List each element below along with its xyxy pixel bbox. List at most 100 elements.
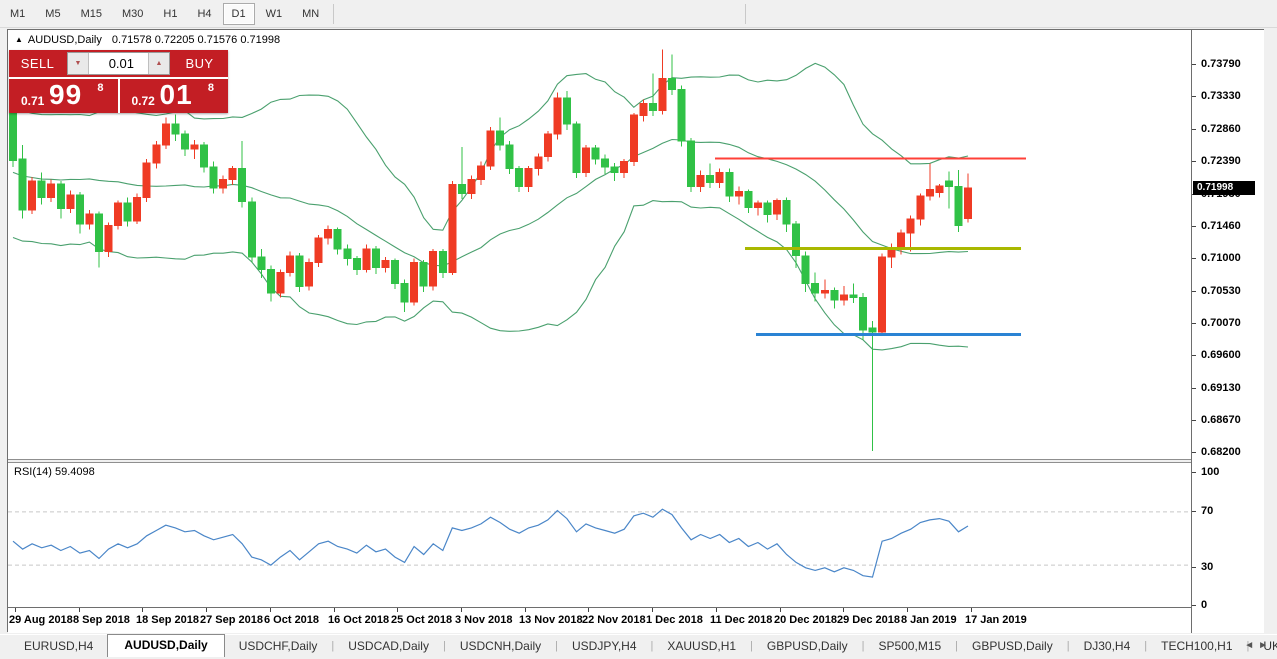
price-axis-label: 0.68200	[1201, 446, 1241, 458]
sell-button[interactable]: SELL	[20, 56, 55, 71]
price-axis-tick	[1192, 64, 1196, 65]
volume-spinner: ▼ 0.01 ▲	[67, 52, 170, 75]
current-price-tag: 0.71998	[1193, 181, 1255, 195]
buy-price-big: 01	[159, 79, 193, 110]
price-axis-tick	[1192, 355, 1196, 356]
buy-price-prefix: 0.72	[131, 94, 155, 108]
timeframe-button-m30[interactable]: M30	[121, 7, 144, 20]
toolbar-separator	[745, 4, 746, 24]
chart-tab-usdcnh-daily[interactable]: USDCNH,Daily	[459, 639, 542, 653]
rsi-plot[interactable]	[8, 463, 1191, 607]
volume-increase-icon[interactable]: ▲	[148, 53, 169, 74]
time-axis[interactable]: 29 Aug 2018 8 Sep 2018 18 Sep 2018 27 Sep 2…	[8, 607, 1191, 633]
time-axis-label: 29 Dec 2018	[837, 614, 900, 626]
sell-price-big: 99	[49, 79, 83, 110]
time-axis-tick	[15, 608, 16, 612]
price-axis-tick	[1192, 291, 1196, 292]
price-axis-tick	[1192, 161, 1196, 162]
chart-tab-usdchf-daily[interactable]: USDCHF,Daily	[238, 639, 318, 653]
price-axis-label: 0.72860	[1201, 123, 1241, 135]
timeframe-toolbar: M1 M5 M15 M30 H1 H4 D1 W1 MN	[0, 0, 1277, 28]
chart-tab-usdjpy-h4[interactable]: USDJPY,H4	[572, 639, 637, 653]
timeframe-button-w1[interactable]: W1	[265, 7, 283, 20]
time-axis-tick	[652, 608, 653, 612]
time-axis-tick	[716, 608, 717, 612]
toolbar-separator	[333, 3, 335, 24]
timeframe-button-mn[interactable]: MN	[302, 7, 320, 20]
price-axis-tick	[1192, 452, 1196, 453]
chart-tab-sp500-m15[interactable]: SP500,M15	[878, 639, 942, 653]
price-axis-label: 0.70070	[1201, 317, 1241, 329]
time-axis-label: 16 Oct 2018	[328, 614, 390, 626]
time-axis-label: 20 Dec 2018	[774, 614, 837, 626]
tab-separator: |	[650, 640, 654, 652]
price-axis-tick	[1192, 605, 1196, 606]
time-axis-label: 3 Nov 2018	[455, 614, 513, 626]
time-axis-tick	[971, 608, 972, 612]
time-axis-tick	[525, 608, 526, 612]
chart-tab-eurusd-h4[interactable]: EURUSD,H4	[24, 639, 94, 653]
price-axis-tick	[1192, 96, 1196, 97]
chart-tab-ukoil-h1[interactable]: UKOil,H1	[1263, 639, 1277, 653]
chart-tab-usdcad-daily[interactable]: USDCAD,Daily	[348, 639, 429, 653]
sell-price-box[interactable]: 0.71 99 8	[9, 79, 120, 113]
time-axis-tick	[843, 608, 844, 612]
tab-separator: |	[442, 640, 446, 652]
price-axis-label: 70	[1201, 505, 1214, 517]
volume-decrease-icon[interactable]: ▼	[68, 53, 89, 74]
ohlc-readout: 0.71578 0.72205 0.71576 0.71998	[111, 34, 281, 46]
price-axis-tick	[1192, 420, 1196, 421]
time-axis-tick	[142, 608, 143, 612]
tab-scroll-right-icon[interactable]: ►	[1258, 640, 1272, 651]
rsi-subwindow[interactable]: RSI(14) 59.4098	[8, 463, 1191, 607]
price-axis[interactable]: 0.71998 0.73790 0.73330 0.72860 0.72390 0.71…	[1191, 30, 1264, 633]
buy-button[interactable]: BUY	[185, 56, 214, 71]
chart-tab-dj30-h4[interactable]: DJ30,H4	[1083, 639, 1131, 653]
price-axis-tick	[1192, 567, 1196, 568]
time-axis-tick	[780, 608, 781, 612]
rsi-indicator-label: RSI(14) 59.4098	[14, 466, 95, 478]
chart-tab-audusd-daily[interactable]: AUDUSD,Daily	[107, 633, 225, 657]
time-axis-label: 8 Jan 2019	[901, 614, 957, 626]
price-axis-tick	[1192, 258, 1196, 259]
tab-separator: |	[331, 640, 335, 652]
time-axis-label: 18 Sep 2018	[136, 614, 199, 626]
volume-input[interactable]: 0.01	[108, 56, 134, 71]
timeframe-button-m15[interactable]: M15	[80, 7, 102, 20]
timeframe-button-h1[interactable]: H1	[163, 7, 178, 20]
tab-separator: |	[750, 640, 753, 652]
price-axis-label: 0.71000	[1201, 252, 1241, 264]
main-chart[interactable]: ▲ AUDUSD,Daily 0.71578 0.72205 0.71576 0.7…	[8, 30, 1191, 459]
time-axis-label: 27 Sep 2018	[200, 614, 263, 626]
tab-scroll-arrows: ◄►	[1244, 640, 1272, 651]
time-axis-label: 17 Jan 2019	[965, 614, 1027, 626]
chart-tab-gbpusd-daily[interactable]: GBPUSD,Daily	[766, 639, 848, 653]
chart-title: ▲ AUDUSD,Daily 0.71578 0.72205 0.71576 0.7…	[15, 34, 280, 46]
time-axis-tick	[270, 608, 271, 612]
price-axis-label: 0	[1201, 599, 1208, 611]
time-axis-tick	[397, 608, 398, 612]
tab-separator: |	[861, 640, 865, 652]
time-axis-tick	[206, 608, 207, 612]
chart-tab-tech100-h1[interactable]: TECH100,H1	[1161, 639, 1233, 653]
timeframe-button-m5[interactable]: M5	[45, 7, 61, 20]
sell-price-prefix: 0.71	[21, 94, 45, 108]
chart-tab-gbpusd-daily[interactable]: GBPUSD,Daily	[972, 639, 1053, 653]
sell-price-pip: 8	[97, 82, 104, 94]
timeframe-button-group: M1 M5 M15 M30 H1 H4 D1 W1 MN	[0, 2, 329, 25]
pane-splitter[interactable]	[8, 459, 1191, 463]
time-axis-tick	[907, 608, 908, 612]
tab-scroll-left-icon[interactable]: ◄	[1244, 640, 1259, 651]
price-axis-tick	[1192, 511, 1196, 512]
price-axis-label: 0.68670	[1201, 414, 1241, 426]
candlestick-plot[interactable]	[8, 30, 1191, 459]
timeframe-button-d1[interactable]: D1	[222, 2, 255, 25]
time-axis-label: 29 Aug 2018	[9, 614, 73, 626]
timeframe-button-h4[interactable]: H4	[197, 7, 212, 20]
tab-separator: |	[1144, 640, 1148, 652]
price-axis-tick	[1192, 388, 1196, 389]
chart-tab-xauusd-h1[interactable]: XAUUSD,H1	[667, 639, 737, 653]
buy-price-box[interactable]: 0.72 01 8	[120, 79, 229, 113]
timeframe-button-m1[interactable]: M1	[10, 7, 26, 20]
